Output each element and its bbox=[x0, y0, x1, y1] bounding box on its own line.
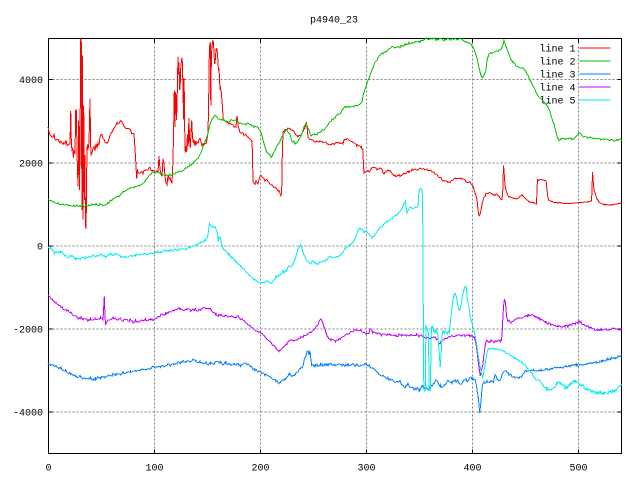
svg-text:p4940_23: p4940_23 bbox=[310, 16, 358, 27]
svg-text:500: 500 bbox=[569, 464, 587, 475]
svg-text:-4000: -4000 bbox=[13, 409, 43, 420]
svg-text:-2000: -2000 bbox=[13, 326, 43, 337]
svg-text:line 5: line 5 bbox=[539, 96, 575, 108]
svg-text:400: 400 bbox=[463, 464, 481, 475]
svg-text:300: 300 bbox=[357, 464, 375, 475]
svg-text:2000: 2000 bbox=[19, 160, 43, 171]
svg-text:line 4: line 4 bbox=[539, 83, 575, 95]
svg-text:0: 0 bbox=[45, 464, 51, 475]
svg-text:line 3: line 3 bbox=[539, 70, 575, 82]
svg-text:line 2: line 2 bbox=[539, 57, 575, 69]
svg-text:200: 200 bbox=[251, 464, 269, 475]
svg-text:4000: 4000 bbox=[19, 76, 43, 87]
svg-text:0: 0 bbox=[37, 243, 43, 254]
svg-text:line 1: line 1 bbox=[539, 44, 575, 56]
svg-text:100: 100 bbox=[145, 464, 163, 475]
